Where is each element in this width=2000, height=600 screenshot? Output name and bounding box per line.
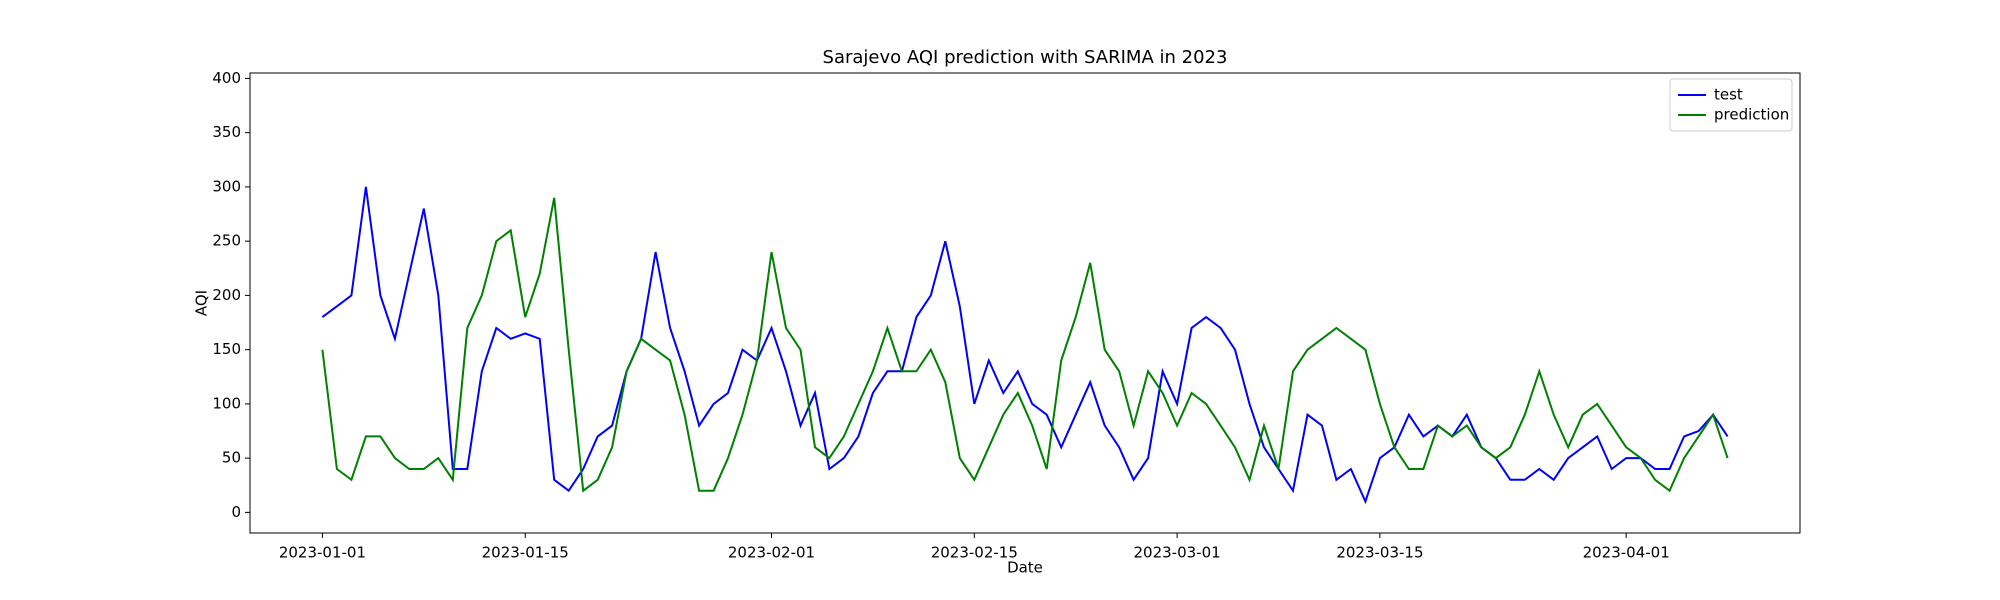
y-tick-label: 0 (231, 503, 241, 521)
plot-frame (249, 72, 1801, 534)
x-tick-label: 2023-02-01 (728, 544, 815, 562)
y-tick-label: 100 (212, 394, 241, 412)
line-series (321, 186, 1729, 505)
x-tick-label: 2023-02-15 (931, 544, 1018, 562)
y-tick-label: 200 (212, 286, 241, 304)
y-tick-label: 250 (212, 232, 241, 250)
x-tick-label: 2023-04-01 (1583, 544, 1670, 562)
legend: test prediction (1669, 78, 1793, 132)
x-tick-label: 2023-03-01 (1134, 544, 1221, 562)
y-tick-label: 150 (212, 340, 241, 358)
x-tick-label: 2023-01-15 (482, 544, 569, 562)
y-tick-label: 300 (212, 177, 241, 195)
legend-label: prediction (1714, 106, 1789, 124)
legend-label: test (1714, 86, 1743, 104)
y-tick-label: 350 (212, 123, 241, 141)
x-tick-label: 2023-03-15 (1336, 544, 1423, 562)
y-axis-label: AQI (193, 290, 211, 316)
x-axis-label: Date (1007, 559, 1043, 577)
line-series (321, 197, 1729, 493)
x-tick-label: 2023-01-01 (279, 544, 366, 562)
y-tick-label: 400 (212, 69, 241, 87)
y-tick-label: 50 (222, 449, 241, 467)
legend-box (1669, 78, 1793, 132)
chart-title: Sarajevo AQI prediction with SARIMA in 2… (823, 47, 1228, 68)
